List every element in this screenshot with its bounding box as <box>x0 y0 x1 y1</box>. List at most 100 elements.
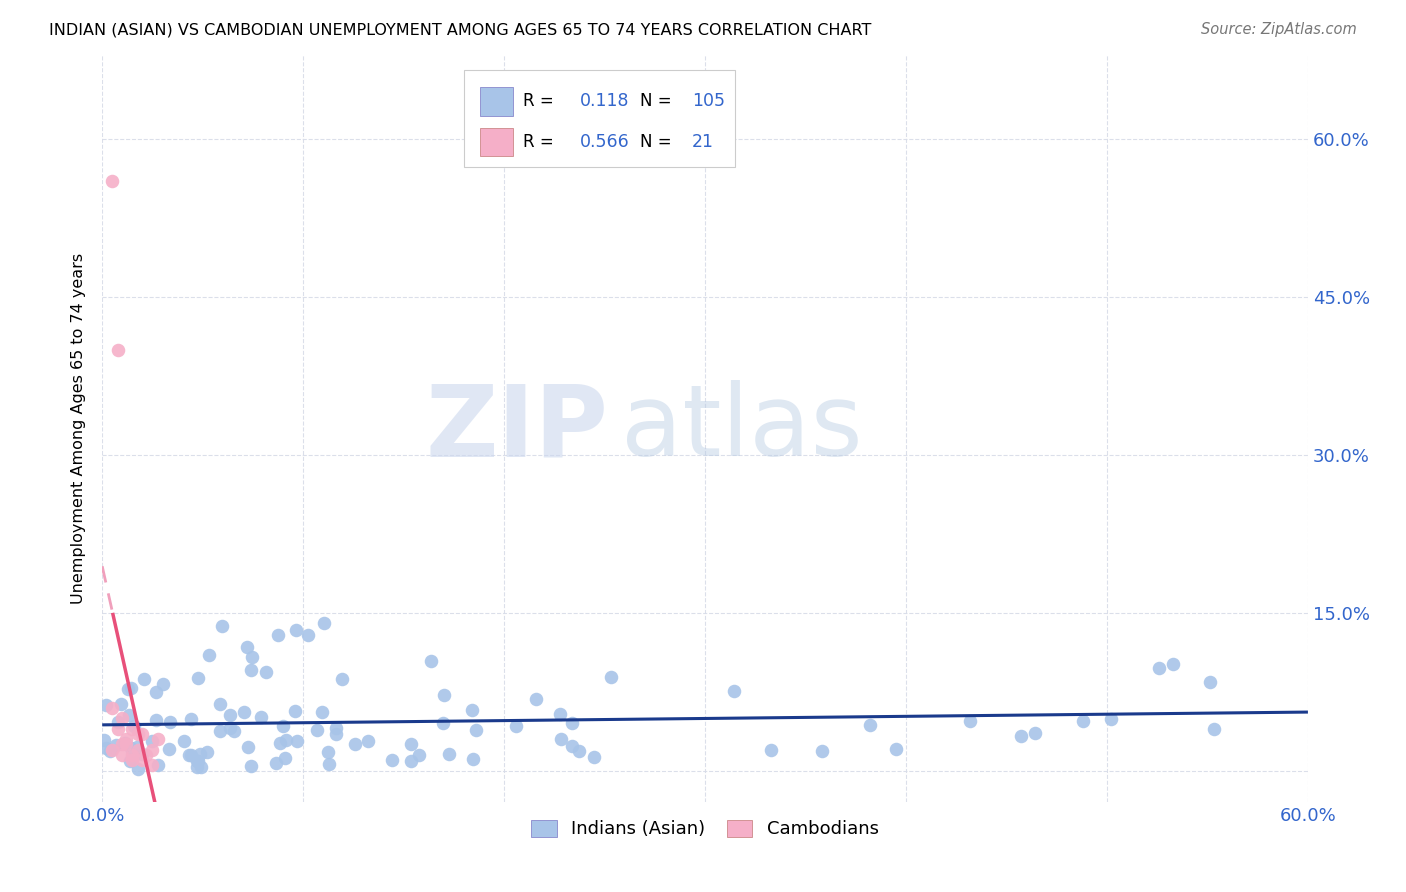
Point <box>1147 661 1170 675</box>
Point <box>274 750 297 764</box>
Point <box>198 648 221 662</box>
Point <box>121 747 143 762</box>
Point <box>305 723 328 737</box>
Point <box>582 749 605 764</box>
Point <box>269 736 291 750</box>
Point <box>284 624 307 638</box>
Point <box>461 752 484 766</box>
Point <box>117 707 139 722</box>
Point <box>187 671 209 685</box>
Point <box>131 753 153 767</box>
Point <box>127 762 149 776</box>
Point <box>1071 714 1094 729</box>
Point <box>141 742 163 756</box>
Text: R =: R = <box>523 133 554 151</box>
FancyBboxPatch shape <box>464 70 735 167</box>
Point <box>101 174 124 188</box>
Point <box>548 707 571 722</box>
Text: N =: N = <box>640 133 672 151</box>
Legend: Indians (Asian), Cambodians: Indians (Asian), Cambodians <box>524 813 886 846</box>
Point <box>131 747 153 761</box>
Point <box>723 684 745 698</box>
Point <box>127 727 149 741</box>
Point <box>118 754 141 768</box>
Point <box>276 732 298 747</box>
Point <box>94 741 117 756</box>
Point <box>115 738 138 752</box>
Y-axis label: Unemployment Among Ages 65 to 74 years: Unemployment Among Ages 65 to 74 years <box>72 253 86 604</box>
Point <box>343 737 366 751</box>
Point <box>177 747 200 762</box>
Point <box>152 677 174 691</box>
Point <box>250 709 273 723</box>
Point <box>600 669 623 683</box>
Point <box>159 714 181 729</box>
Point <box>254 665 277 680</box>
Point <box>211 618 233 632</box>
Text: Source: ZipAtlas.com: Source: ZipAtlas.com <box>1201 22 1357 37</box>
Point <box>859 718 882 732</box>
Point <box>1010 729 1032 743</box>
Point <box>330 672 353 686</box>
Point <box>325 727 347 741</box>
Point <box>318 745 340 759</box>
Point <box>111 711 134 725</box>
Point <box>127 742 149 756</box>
Point <box>190 760 212 774</box>
Point <box>101 742 124 756</box>
Point <box>433 688 456 702</box>
Point <box>224 723 246 738</box>
FancyBboxPatch shape <box>479 87 513 116</box>
Point <box>131 727 153 741</box>
Point <box>134 673 156 687</box>
Point <box>98 744 121 758</box>
Point <box>242 649 264 664</box>
Point <box>505 719 527 733</box>
Point <box>1099 712 1122 726</box>
Point <box>141 734 163 748</box>
Point <box>464 723 486 738</box>
Point <box>135 747 157 762</box>
Point <box>101 700 124 714</box>
Point <box>264 756 287 771</box>
Point <box>145 685 167 699</box>
Point <box>186 760 208 774</box>
Point <box>312 616 335 631</box>
Point <box>408 748 430 763</box>
Point <box>111 747 134 762</box>
Point <box>283 704 305 718</box>
Point <box>318 756 340 771</box>
Point <box>94 698 117 712</box>
Point <box>107 722 129 736</box>
Point <box>568 744 591 758</box>
Point <box>157 742 180 756</box>
Point <box>561 716 583 731</box>
Text: 21: 21 <box>692 133 714 151</box>
Point <box>110 697 132 711</box>
Point <box>381 753 404 767</box>
Point <box>1024 726 1046 740</box>
Point <box>187 755 209 769</box>
Point <box>236 640 259 655</box>
Text: N =: N = <box>640 93 672 111</box>
Point <box>811 743 834 757</box>
Point <box>141 758 163 772</box>
Point <box>180 748 202 763</box>
Point <box>959 714 981 729</box>
Point <box>146 758 169 772</box>
Point <box>125 740 148 755</box>
Point <box>117 681 139 696</box>
Point <box>759 743 782 757</box>
Point <box>180 712 202 726</box>
Point <box>148 732 170 747</box>
Point <box>115 732 138 747</box>
Text: 105: 105 <box>692 93 725 111</box>
FancyBboxPatch shape <box>479 128 513 156</box>
Point <box>105 738 128 752</box>
Text: atlas: atlas <box>620 380 862 477</box>
Point <box>240 758 263 772</box>
Point <box>238 740 260 755</box>
Point <box>399 737 422 751</box>
Point <box>271 719 294 733</box>
Point <box>884 742 907 756</box>
